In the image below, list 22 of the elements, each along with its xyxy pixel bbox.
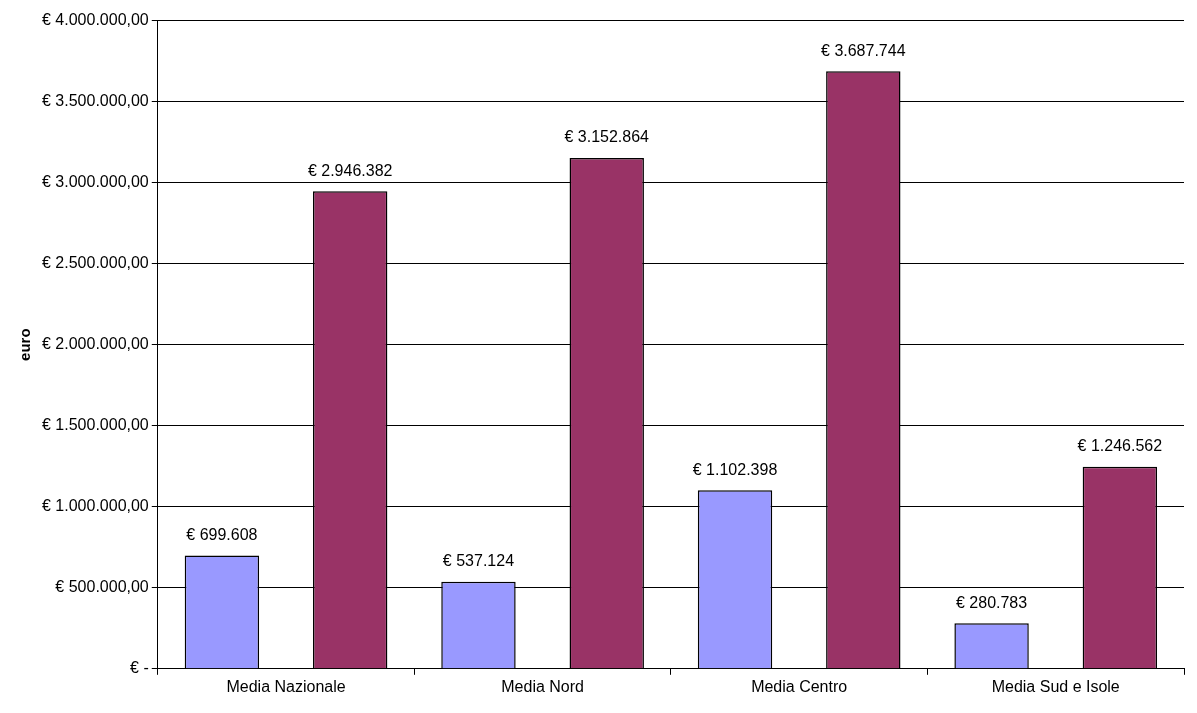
data-label: € 1.102.398	[692, 460, 778, 478]
y-tick-label: € 2.500.000,00	[42, 254, 149, 272]
y-tick-label: € -	[130, 659, 149, 677]
data-label: € 3.152.864	[564, 128, 650, 146]
data-label: € 537.124	[442, 552, 515, 570]
data-label: € 1.246.562	[1077, 437, 1163, 455]
y-tick-label: € 500.000,00	[55, 578, 149, 596]
data-label: € 280.783	[955, 593, 1028, 611]
y-tick-label: € 1.000.000,00	[42, 497, 149, 515]
data-label: € 699.608	[186, 525, 258, 543]
x-tick-label: Media Nord	[501, 677, 584, 695]
x-tick-label: Media Nazionale	[226, 677, 346, 695]
y-tick-label: € 2.000.000,00	[42, 335, 149, 353]
data-label: € 2.946.382	[307, 161, 393, 179]
data-label: € 3.687.744	[821, 41, 906, 59]
y-tick-label: € 1.500.000,00	[42, 416, 149, 434]
x-tick-label: Media Centro	[751, 677, 848, 695]
x-tick-label: Media Sud e Isole	[991, 677, 1120, 695]
y-tick-label: € 3.500.000,00	[42, 92, 149, 110]
y-tick-label: € 3.000.000,00	[42, 173, 149, 191]
y-tick-label: € 4.000.000,00	[42, 11, 149, 29]
y-axis-title: euro	[16, 328, 34, 361]
